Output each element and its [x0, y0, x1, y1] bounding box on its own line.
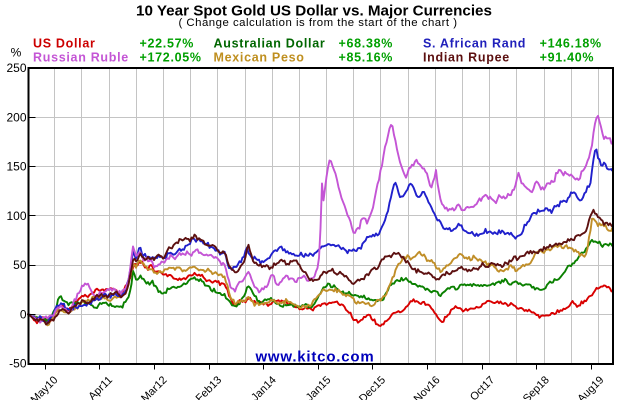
svg-text:US Dollar: US Dollar	[33, 37, 96, 51]
svg-text:+146.18%: +146.18%	[540, 37, 602, 51]
svg-text:( Change calculation is from t: ( Change calculation is from the start o…	[178, 17, 457, 29]
svg-text:Mexican Peso: Mexican Peso	[214, 51, 305, 65]
svg-text:+91.40%: +91.40%	[540, 51, 595, 65]
svg-text:+68.38%: +68.38%	[339, 37, 394, 51]
svg-text:200: 200	[6, 110, 26, 124]
svg-text:10 Year Spot Gold US Dollar vs: 10 Year Spot Gold US Dollar vs. Major Cu…	[136, 2, 492, 19]
svg-text:Indian Rupee: Indian Rupee	[423, 51, 510, 65]
svg-text:-50: -50	[9, 357, 27, 371]
svg-text:+172.05%: +172.05%	[140, 51, 202, 65]
svg-text:100: 100	[6, 209, 26, 223]
svg-text:Russian Ruble: Russian Ruble	[33, 51, 129, 65]
svg-text:+22.57%: +22.57%	[140, 37, 195, 51]
svg-text:+85.16%: +85.16%	[339, 51, 394, 65]
svg-text:250: 250	[6, 61, 26, 75]
svg-text:50: 50	[13, 258, 27, 272]
svg-text:0: 0	[20, 307, 27, 321]
svg-text:Australian Dollar: Australian Dollar	[214, 37, 326, 51]
svg-text:%: %	[11, 46, 22, 60]
svg-text:www.kitco.com: www.kitco.com	[254, 349, 374, 366]
svg-text:S. African Rand: S. African Rand	[423, 37, 526, 51]
svg-text:150: 150	[6, 160, 26, 174]
